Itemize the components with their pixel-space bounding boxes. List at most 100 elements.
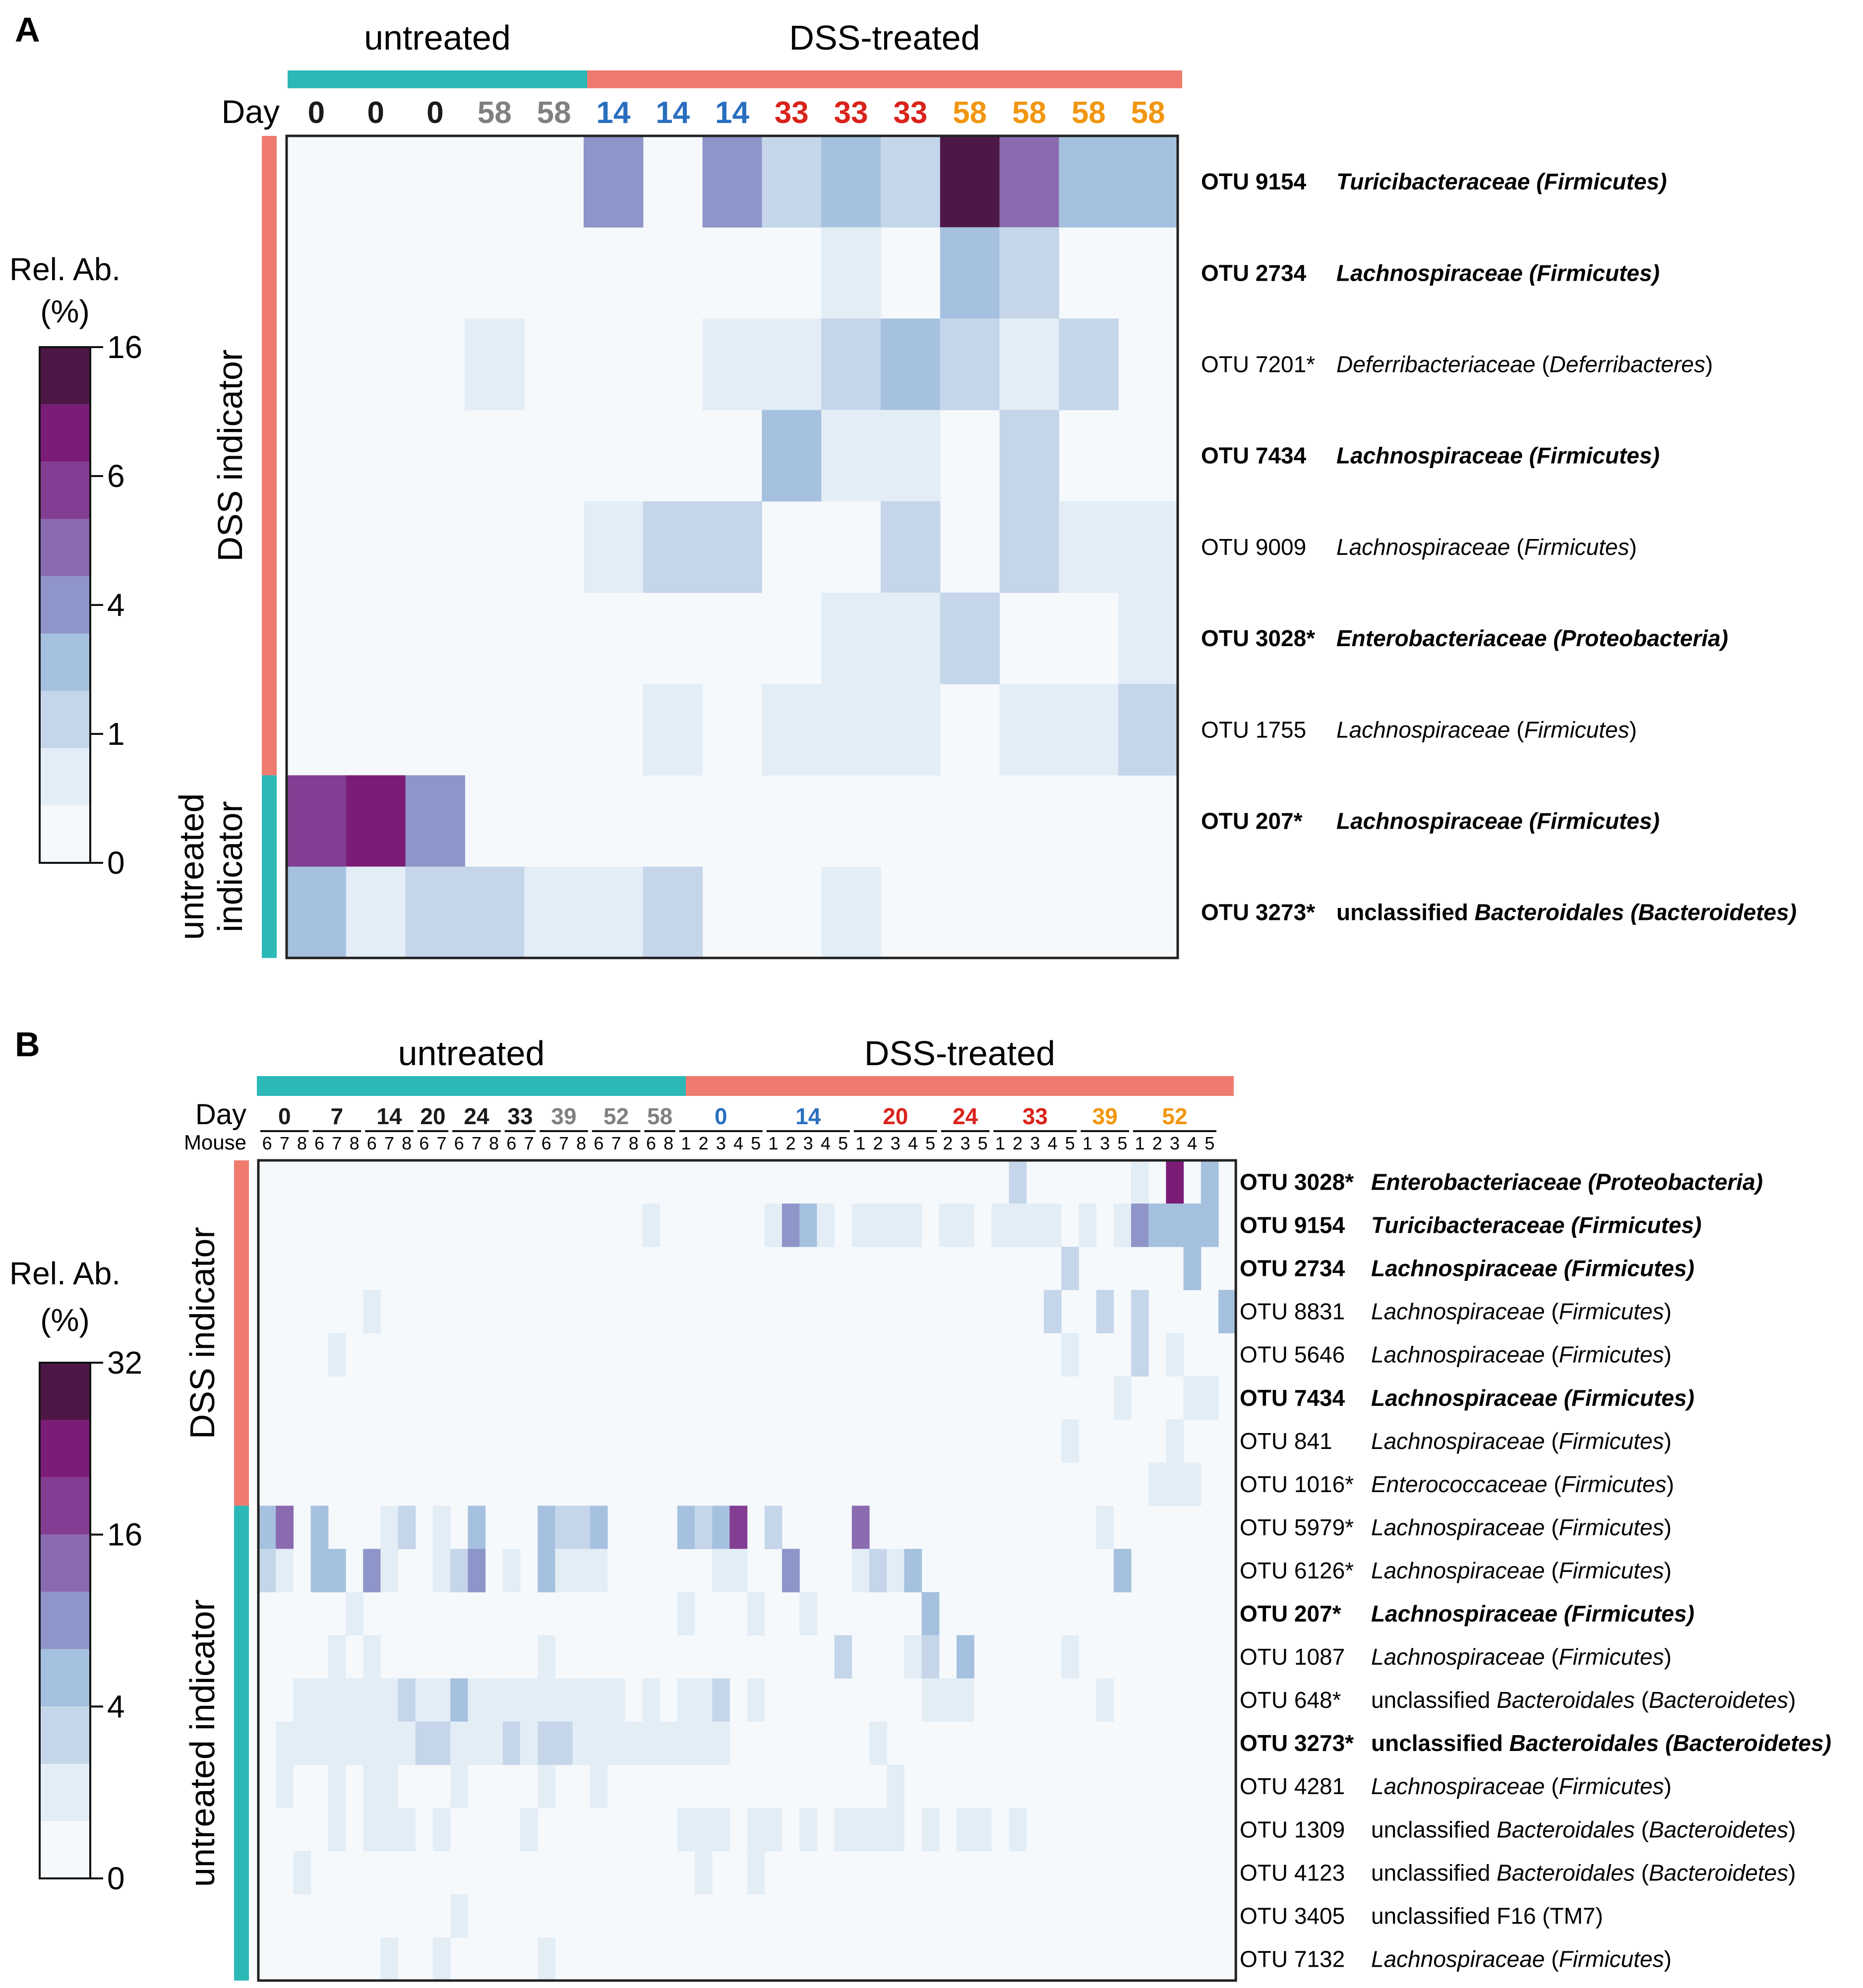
day-tick-label: 58: [1131, 96, 1165, 130]
mouse-tick-label: 6: [367, 1133, 377, 1153]
taxon-family: Lachnospiraceae: [1371, 1342, 1545, 1368]
heatmap-cell: [851, 1549, 870, 1593]
heatmap-cell: [433, 1506, 451, 1550]
heatmap-cell: [1059, 501, 1119, 593]
otu-taxonomy: Lachnospiraceae (Firmicutes): [1371, 1514, 1672, 1540]
heatmap-cell: [1009, 1204, 1027, 1247]
otu-label: OTU 9154 Turicibacteraceae (Firmicutes): [1201, 169, 1667, 194]
taxon-paren-close: ): [1788, 1860, 1796, 1885]
heatmap-cell: [1166, 1462, 1184, 1506]
otu-label: OTU 3405 unclassified F16 (TM7): [1240, 1903, 1603, 1928]
taxon-paren-open: (: [1564, 1212, 1581, 1238]
taxon-paren-open: (: [1635, 1687, 1649, 1713]
taxon-paren-open: (: [1523, 443, 1539, 469]
heatmap-cell: [834, 1635, 852, 1679]
heatmap-cell: [1131, 1290, 1149, 1333]
heatmap-cell: [695, 1506, 713, 1550]
heatmap-cell: [1113, 1376, 1132, 1420]
heatmap-cell: [555, 1549, 573, 1593]
mouse-tick-label: 8: [489, 1133, 499, 1153]
heatmap-cell: [572, 1678, 591, 1722]
legend-swatch: [40, 1763, 90, 1821]
taxon-phylum: Firmicutes: [1562, 1471, 1667, 1497]
taxon-paren-open: (: [1530, 169, 1546, 194]
heatmap-cell: [380, 1807, 399, 1852]
heatmap-cell: [747, 1851, 765, 1895]
heatmap-cell: [363, 1678, 381, 1722]
taxon-family: Enterobacteriaceae: [1336, 625, 1547, 651]
heatmap-cell: [584, 136, 644, 228]
legend-swatch: [40, 633, 90, 691]
heatmap-cell: [712, 1506, 730, 1550]
heatmap-cell: [764, 1506, 782, 1550]
otu-label: OTU 9154 Turicibacteraceae (Firmicutes): [1240, 1212, 1701, 1238]
otu-id: OTU 1087: [1240, 1644, 1345, 1670]
taxon-paren-open: (: [1635, 1860, 1649, 1885]
otu-id: OTU 7201*: [1201, 352, 1315, 377]
mouse-tick-label: 5: [751, 1133, 761, 1153]
taxon-paren-close: ): [1691, 1212, 1701, 1238]
heatmap-cell: [276, 1506, 294, 1550]
heatmap-cell: [450, 1721, 468, 1765]
taxon-phylum: Firmicutes: [1579, 1212, 1694, 1238]
otu-id: OTU 1016*: [1240, 1471, 1354, 1497]
heatmap-cell: [287, 775, 347, 867]
taxon-phylum: Bacteroidetes: [1649, 1816, 1788, 1842]
mouse-tick-label: 6: [262, 1133, 272, 1153]
taxon-phylum: Firmicutes: [1559, 1773, 1664, 1799]
heatmap-cell: [328, 1807, 346, 1852]
otu-taxonomy: Lachnospiraceae (Firmicutes): [1371, 1558, 1672, 1583]
heatmap-cell: [904, 1635, 922, 1679]
heatmap-cell: [468, 1506, 486, 1550]
legend-swatch: [40, 1821, 90, 1878]
day-tick-label: 0: [367, 96, 384, 130]
heatmap-cell: [520, 1807, 538, 1852]
otu-label: OTU 841 Lachnospiraceae (Firmicutes): [1240, 1428, 1672, 1454]
legend-swatch: [40, 1534, 90, 1592]
taxon-paren-close: ): [1821, 1730, 1831, 1756]
untreated-indicator-label: untreated indicator: [183, 1599, 222, 1887]
taxon-family: Deferribacteriaceae: [1336, 352, 1535, 377]
otu-taxonomy: Enterobacteriaceae (Proteobacteria): [1336, 625, 1728, 651]
day-tick-label: 58: [953, 96, 987, 130]
heatmap-cell: [363, 1290, 381, 1333]
heatmap-cell: [762, 684, 822, 776]
mouse-tick-label: 3: [961, 1133, 970, 1153]
mouse-tick-label: 3: [716, 1133, 726, 1153]
mouse-tick-label: 3: [1100, 1133, 1110, 1153]
heatmap-cell: [398, 1721, 416, 1765]
heatmap-cell: [1148, 1204, 1166, 1247]
taxon-family: Bacteroidales: [1509, 1730, 1659, 1756]
otu-label: OTU 207* Lachnospiraceae (Firmicutes): [1201, 808, 1660, 834]
taxon-paren-close: ): [1718, 625, 1728, 651]
legend-swatch: [40, 1706, 90, 1764]
taxon-family: Lachnospiraceae: [1371, 1558, 1545, 1583]
taxon-phylum: Firmicutes: [1524, 534, 1629, 560]
heatmap-cell: [363, 1549, 381, 1593]
untreated-indicator-bar: [234, 1506, 249, 1981]
dss-group-label: DSS-treated: [789, 18, 980, 57]
otu-id: OTU 648*: [1240, 1687, 1341, 1713]
legend-unit: (%): [40, 294, 90, 329]
heatmap-cell: [607, 1721, 625, 1765]
heatmap-cell: [782, 1549, 800, 1593]
heatmap-cell: [538, 1721, 555, 1765]
heatmap-cell: [450, 1549, 468, 1593]
heatmap-cell: [590, 1506, 608, 1550]
otu-id: OTU 3028*: [1240, 1169, 1354, 1195]
heatmap-cell: [1096, 1290, 1114, 1333]
legend-unit: (%): [40, 1302, 90, 1338]
heatmap-cell: [939, 1678, 957, 1722]
dss-indicator-bar: [234, 1160, 249, 1506]
taxon-paren-close: ): [1787, 900, 1797, 925]
heatmap-cell: [1118, 684, 1178, 776]
mouse-tick-label: 4: [1187, 1133, 1197, 1153]
heatmap-cell: [677, 1678, 695, 1722]
taxon-family: Lachnospiraceae: [1336, 443, 1523, 469]
otu-id: OTU 207*: [1201, 808, 1303, 834]
heatmap-cell: [363, 1721, 381, 1765]
taxon-paren-close: ): [1650, 808, 1660, 834]
otu-label: OTU 1755 Lachnospiraceae (Firmicutes): [1201, 717, 1637, 742]
otu-label: OTU 5979* Lachnospiraceae (Firmicutes): [1240, 1514, 1672, 1540]
